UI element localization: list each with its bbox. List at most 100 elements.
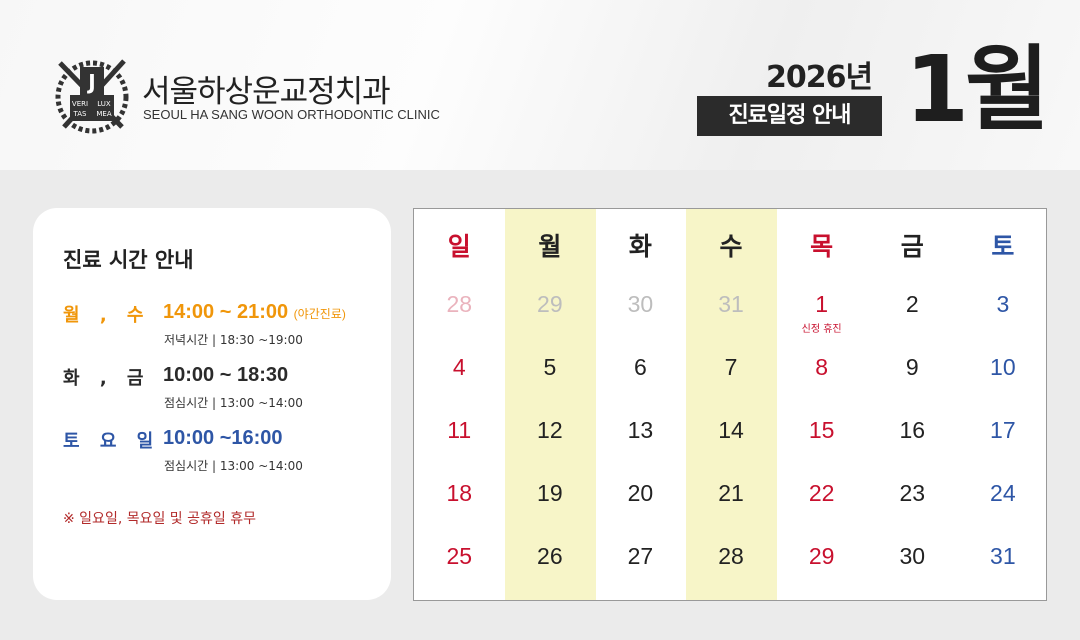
day-number: 5	[543, 354, 557, 380]
hours-time-value: 10:00 ~16:00	[163, 427, 283, 449]
holiday-note: 신정 휴진	[801, 324, 842, 335]
hours-break: 저녁시간 | 18:30 ~19:00	[164, 333, 303, 347]
year-label: 2026년	[766, 60, 873, 95]
calendar-day: 25	[414, 543, 505, 570]
calendar-day: 31	[958, 543, 1049, 570]
calendar-day: 14	[686, 417, 777, 444]
calendar-day: 26	[505, 543, 596, 570]
calendar-day: 24	[958, 480, 1049, 507]
day-number: 2	[905, 291, 919, 317]
calendar-day: 28	[686, 543, 777, 570]
weekday-header: 토	[991, 232, 1015, 261]
calendar-day: 9	[867, 354, 958, 381]
schedule-notice-badge: 진료일정 안내	[697, 96, 882, 136]
calendar-day: 5	[505, 354, 596, 381]
calendar-day: 3	[958, 291, 1049, 318]
calendar-day: 27	[595, 543, 686, 570]
calendar-day: 2	[867, 291, 958, 318]
hours-time: 10:00 ~16:00	[163, 427, 283, 450]
calendar: 일 월 화 수 목 금 토 28 29 30 31 1 신정 휴진 2 3 4 5 6 7 8 9 10 11 12 13 14 1…	[413, 208, 1047, 601]
day-number: 26	[537, 543, 563, 569]
calendar-day: 13	[595, 417, 686, 444]
calendar-day: 30	[595, 291, 686, 318]
day-number: 17	[990, 417, 1016, 443]
hours-time: 14:00 ~ 21:00 (야간진료)	[163, 301, 346, 324]
day-number: 9	[905, 354, 919, 380]
hours-time-value: 10:00 ~ 18:30	[163, 364, 289, 386]
svg-text:J: J	[86, 70, 95, 94]
calendar-day: 21	[686, 480, 777, 507]
weekday-header: 월	[538, 232, 562, 261]
svg-text:TAS: TAS	[73, 110, 88, 118]
day-number: 29	[537, 291, 563, 317]
calendar-day: 7	[686, 354, 777, 381]
calendar-day: 1 신정 휴진	[776, 291, 867, 335]
calendar-day: 18	[414, 480, 505, 507]
hours-title: 진료 시간 안내	[63, 248, 194, 272]
highlight-column	[504, 209, 596, 600]
day-number: 7	[724, 354, 738, 380]
day-number: 27	[627, 543, 654, 569]
day-number: 25	[446, 543, 473, 569]
calendar-day: 8	[776, 354, 867, 381]
day-number: 31	[718, 291, 744, 317]
calendar-day: 28	[414, 291, 505, 318]
day-number: 29	[808, 543, 835, 569]
hours-days: 화 , 금	[63, 368, 144, 389]
day-number: 31	[990, 543, 1016, 569]
calendar-day: 17	[958, 417, 1049, 444]
day-number: 21	[718, 480, 744, 506]
calendar-day: 30	[867, 543, 958, 570]
svg-text:VERI: VERI	[72, 100, 88, 108]
weekday-header: 목	[810, 232, 834, 261]
clinic-name-en: SEOUL HA SANG WOON ORTHODONTIC CLINIC	[143, 107, 440, 122]
calendar-day: 6	[595, 354, 686, 381]
day-number: 13	[627, 417, 654, 443]
weekday-header: 화	[628, 232, 652, 261]
day-number: 1	[815, 291, 829, 317]
hours-break: 점심시간 | 13:00 ~14:00	[164, 459, 303, 473]
day-number: 30	[899, 543, 926, 569]
calendar-day: 12	[505, 417, 596, 444]
calendar-day: 20	[595, 480, 686, 507]
hours-extra-note: (야간진료)	[293, 307, 346, 321]
calendar-day: 23	[867, 480, 958, 507]
highlight-column	[685, 209, 777, 600]
clinic-logo-emblem-icon: J VERI TAS LUX MEA	[55, 59, 129, 134]
calendar-day: 10	[958, 354, 1049, 381]
clinic-name: 서울하상운교정치과	[142, 74, 391, 110]
weekday-header: 수	[719, 232, 743, 261]
day-number: 20	[627, 480, 654, 506]
calendar-day: 16	[867, 417, 958, 444]
header-banner: J VERI TAS LUX MEA 서울하상운교정치과 SEOUL HA SA…	[0, 0, 1080, 170]
closed-days-footnote: ※ 일요일, 목요일 및 공휴일 휴무	[63, 511, 256, 527]
day-number: 11	[447, 417, 472, 443]
day-number: 19	[537, 480, 563, 506]
hours-days: 토 요 일	[63, 431, 154, 452]
calendar-day: 19	[505, 480, 596, 507]
calendar-day: 29	[776, 543, 867, 570]
hours-days: 월 , 수	[63, 305, 144, 326]
day-number: 16	[899, 417, 926, 443]
hours-time: 10:00 ~ 18:30	[163, 364, 288, 387]
hours-card: 진료 시간 안내 월 , 수 14:00 ~ 21:00 (야간진료) 저녁시간…	[33, 208, 391, 600]
calendar-day: 11	[414, 417, 505, 444]
calendar-day: 31	[686, 291, 777, 318]
hours-break: 점심시간 | 13:00 ~14:00	[164, 396, 303, 410]
day-number: 28	[446, 291, 473, 317]
day-number: 15	[808, 417, 835, 443]
day-number: 14	[718, 417, 744, 443]
svg-text:LUX: LUX	[97, 100, 111, 108]
day-number: 30	[627, 291, 654, 317]
day-number: 24	[990, 480, 1016, 506]
day-number: 6	[634, 354, 647, 380]
day-number: 10	[990, 354, 1016, 380]
weekday-header: 일	[447, 232, 471, 261]
day-number: 4	[452, 354, 466, 380]
svg-text:MEA: MEA	[96, 110, 111, 118]
day-number: 22	[808, 480, 835, 506]
calendar-day: 29	[505, 291, 596, 318]
month-label: 1월	[905, 36, 1050, 143]
day-number: 28	[718, 543, 744, 569]
hours-time-value: 14:00 ~ 21:00	[163, 301, 289, 323]
